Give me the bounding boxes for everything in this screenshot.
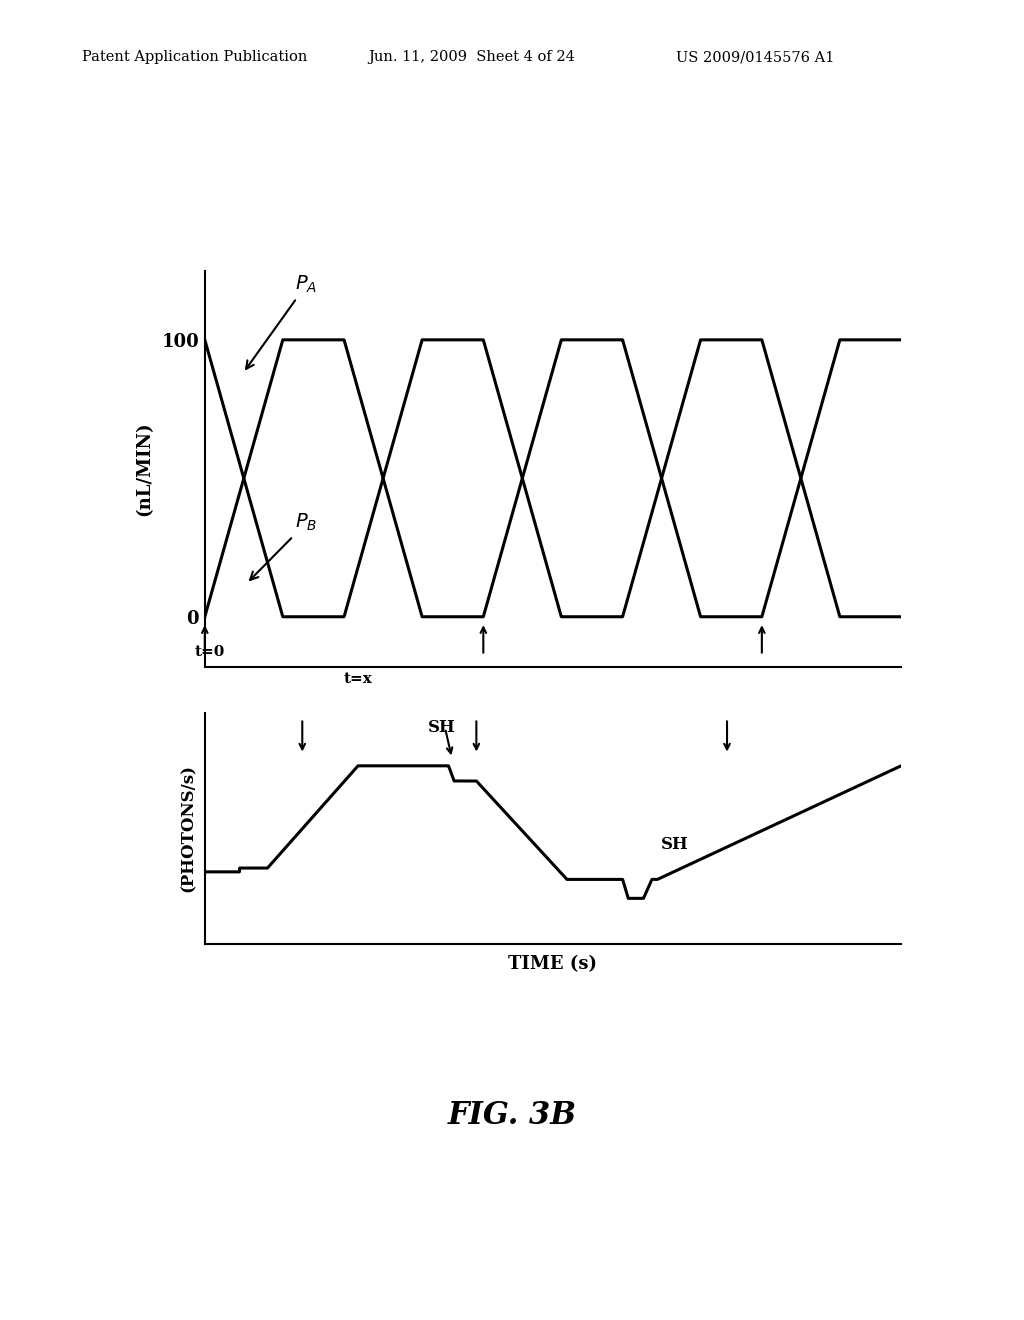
Text: FIG. 3B: FIG. 3B bbox=[447, 1100, 577, 1131]
Text: $P_B$: $P_B$ bbox=[250, 512, 317, 579]
Text: Jun. 11, 2009  Sheet 4 of 24: Jun. 11, 2009 Sheet 4 of 24 bbox=[369, 50, 575, 65]
Y-axis label: (PHOTONS/s): (PHOTONS/s) bbox=[179, 764, 197, 892]
Text: t=x: t=x bbox=[344, 672, 373, 686]
Text: SH: SH bbox=[428, 718, 456, 735]
Text: Patent Application Publication: Patent Application Publication bbox=[82, 50, 307, 65]
Text: t=0: t=0 bbox=[195, 644, 224, 659]
Y-axis label: (nL/MIN): (nL/MIN) bbox=[135, 421, 154, 516]
Text: US 2009/0145576 A1: US 2009/0145576 A1 bbox=[676, 50, 835, 65]
X-axis label: TIME (s): TIME (s) bbox=[509, 954, 597, 973]
Text: SH: SH bbox=[660, 836, 688, 853]
Text: $P_A$: $P_A$ bbox=[246, 275, 317, 368]
